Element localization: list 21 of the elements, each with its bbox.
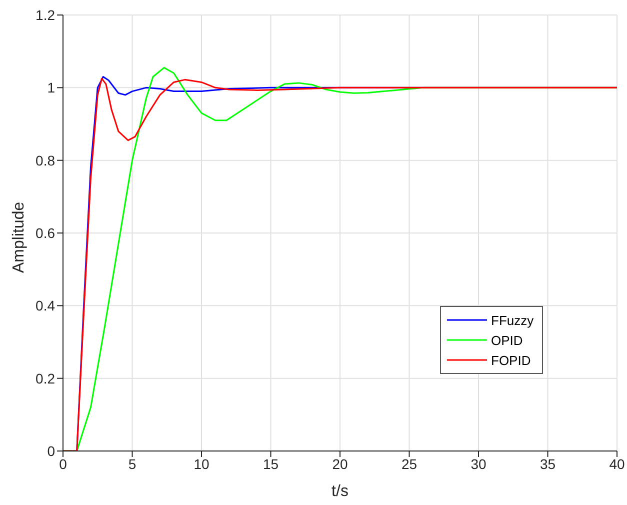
x-tick-label: 15 [262, 456, 279, 472]
x-tick-label: 40 [609, 456, 625, 472]
y-axis-title: Amplitude [10, 202, 28, 273]
y-tick-label: 1 [47, 80, 56, 96]
x-tick-label: 20 [332, 456, 348, 472]
legend-label: FOPID [491, 352, 531, 368]
y-tick-label: 0 [47, 442, 56, 459]
legend-label: OPID [491, 332, 523, 348]
x-tick-label: 0 [59, 456, 68, 472]
y-tick-label: 0.6 [36, 224, 56, 241]
legend-label: FFuzzy [491, 312, 534, 328]
y-tick-label: 1.2 [36, 6, 56, 23]
x-tick-label: 10 [194, 456, 210, 472]
x-tick-label: 5 [128, 456, 136, 472]
x-axis-title: t/s [332, 483, 348, 500]
x-tick-label: 35 [540, 456, 556, 472]
x-tick-label: 30 [470, 456, 486, 472]
y-tick-label: 0.4 [36, 298, 56, 314]
y-tick-label: 0.2 [36, 370, 56, 386]
y-tick-label: 0.8 [36, 152, 56, 168]
x-tick-label: 25 [401, 456, 418, 472]
